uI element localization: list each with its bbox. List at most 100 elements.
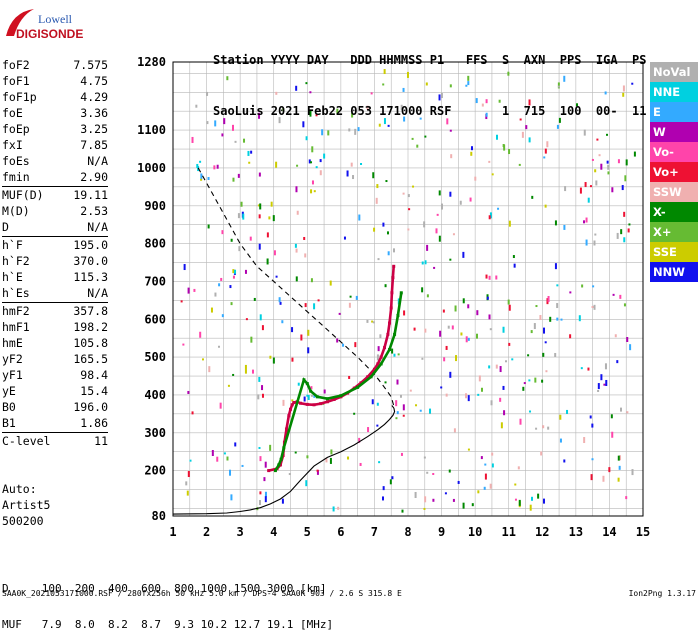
echo-point [620,229,623,235]
echo-point [449,84,452,88]
echo-point [403,116,406,122]
param-value: 4.29 [80,90,108,104]
param-label: yE [2,384,16,398]
echo-point [623,237,626,243]
y-tick-label: 1100 [137,123,166,137]
echo-point [490,400,493,406]
param-row: foE 3.36 [2,105,108,121]
echo-point [313,303,316,310]
echo-point [495,364,498,369]
echo-point [439,330,442,337]
echo-point [230,494,233,501]
echo-trace-point [399,291,403,295]
echo-point [470,151,473,156]
echo-trace-point [332,397,336,401]
echo-point [514,483,517,486]
echo-point [593,304,596,310]
param-value: 105.8 [73,336,108,350]
echo-point [616,360,619,364]
echo-point [217,345,220,348]
echo-point [402,192,405,195]
echo-point [258,243,261,250]
echo-point [226,76,229,81]
echo-point [542,498,545,504]
echo-point [376,184,379,189]
param-label: hmF2 [2,304,30,318]
echo-point [182,343,185,346]
echo-point [384,284,387,288]
echo-point [454,305,457,312]
echo-point [544,148,547,154]
echo-point [564,186,567,192]
param-value: 4.75 [80,74,108,88]
echo-point [495,134,498,140]
y-tick-label: 900 [144,199,166,213]
echo-point [460,332,463,336]
param-label: MUF(D) [2,188,44,202]
echo-point [307,329,310,336]
auto-line2: Artist5 [2,498,51,512]
echo-point [382,486,385,491]
param-label: yF2 [2,352,23,366]
echo-point [281,498,284,504]
echo-point [330,449,333,455]
echo-point [258,172,261,177]
y-tick-label: 80 [152,509,166,523]
param-label: foF1 [2,74,30,88]
echo-point [576,103,579,107]
echo-point [563,224,566,230]
echo-point [465,336,468,343]
echo-point [578,315,581,322]
echo-point [583,437,586,444]
param-value: 7.85 [80,138,108,152]
legend-item: Vo+ [650,162,698,182]
echo-point [583,220,586,224]
echo-point [278,297,281,303]
echo-point [451,325,454,330]
echo-point [191,136,194,143]
echo-point [251,369,254,374]
echo-point [263,477,266,482]
echo-point [199,160,202,163]
echo-trace-point [389,306,393,310]
echo-point [306,455,309,459]
echo-point [229,469,232,476]
echo-trace-point [319,402,323,406]
param-row: h`Es N/A [2,285,108,301]
echo-point [508,149,511,155]
echo-point [272,357,275,364]
echo-point [489,328,492,331]
echo-point [411,137,414,140]
echo-point [385,180,388,183]
echo-point [295,276,298,282]
echo-point [537,493,540,499]
logo-line2: DIGISONDE [16,27,84,41]
echo-trace-point [325,400,329,404]
echo-point [633,151,636,157]
echo-point [376,424,379,427]
param-separator [2,236,108,237]
echo-point [357,127,360,132]
param-row: hmF1 198.2 [2,319,108,335]
echo-point [221,314,224,318]
echo-point [310,189,313,194]
echo-point [618,465,621,470]
param-label: h`E [2,270,23,284]
echo-point [622,85,625,92]
echo-trace-point [372,367,376,371]
echo-point [544,341,547,344]
echo-point [477,490,480,494]
legend-item: SSE [650,242,698,262]
echo-point [185,481,188,486]
echo-point [507,71,510,76]
echo-point [272,215,275,222]
echo-point [389,479,392,485]
echo-point [604,91,607,95]
echo-point [310,394,313,397]
echo-point [592,285,595,288]
echo-point [563,459,566,463]
param-value: 11 [94,434,108,448]
param-separator [2,186,108,187]
echo-point [242,213,245,220]
echo-point [440,93,443,99]
